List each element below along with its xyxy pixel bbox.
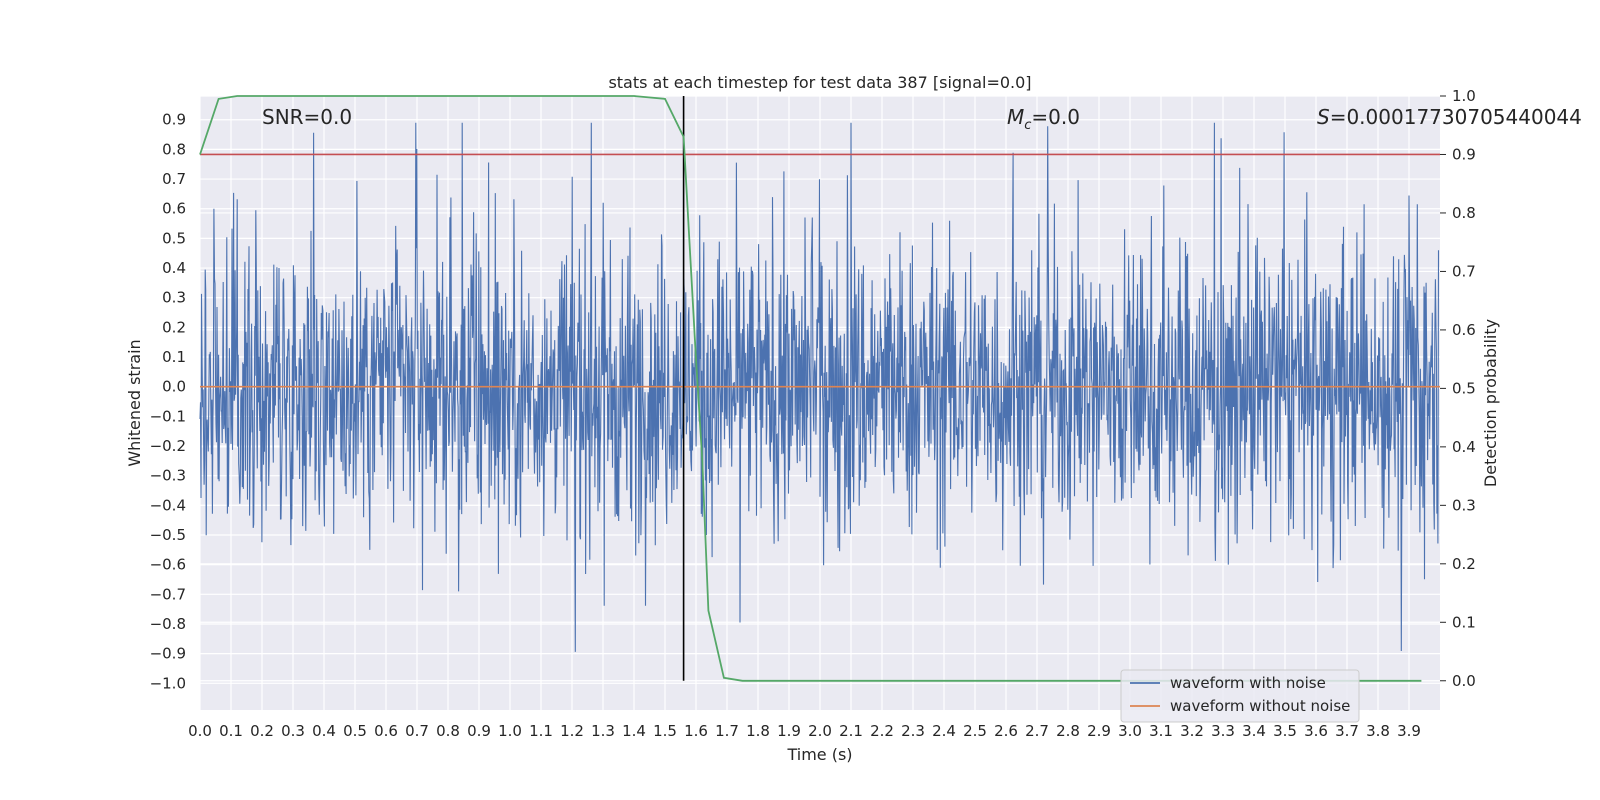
x-tick-label: 0.9 (467, 722, 491, 740)
y-tick-label-right: 0.7 (1452, 262, 1476, 280)
x-tick-label: 1.5 (653, 722, 677, 740)
y-tick-label-right: 0.9 (1452, 145, 1476, 163)
series-waveform-with-noise (199, 122, 1440, 652)
y-tick-label-right: 0.8 (1452, 204, 1476, 222)
x-tick-label: 3.6 (1304, 722, 1328, 740)
y-tick-labels-right: 1.0 0.9 0.8 0.7 0.6 0.5 0.4 0.3 0.2 0.1 0.0 (1440, 87, 1476, 690)
y-tick-label-left: −0.6 (150, 556, 186, 574)
x-tick-label: 0.8 (436, 722, 460, 740)
y-tick-label-left: 0.2 (162, 318, 186, 336)
y-tick-label-left: −0.3 (150, 467, 186, 485)
x-tick-label: 2.6 (994, 722, 1018, 740)
x-tick-label: 0.0 (188, 722, 212, 740)
mc-value: =0.0 (1031, 105, 1080, 129)
x-tick-label: 1.9 (777, 722, 801, 740)
x-tick-label: 1.1 (529, 722, 553, 740)
x-tick-label: 2.9 (1087, 722, 1111, 740)
y-tick-label-left: 0.0 (162, 378, 186, 396)
y-tick-label-left: 0.3 (162, 289, 186, 307)
y-tick-label-left: −0.9 (150, 645, 186, 663)
mc-subscript: c (1024, 118, 1031, 133)
x-tick-label: 3.2 (1180, 722, 1204, 740)
y-tick-label-right: 1.0 (1452, 87, 1476, 105)
x-tick-label: 3.8 (1366, 722, 1390, 740)
s-annotation: S=0.00017730705440044 (1317, 105, 1582, 129)
noise-waveform-path (199, 122, 1440, 652)
y-tick-label-right: 0.4 (1452, 438, 1476, 456)
x-tick-label: 3.5 (1273, 722, 1297, 740)
mc-annotation: Mc=0.0 (1007, 105, 1080, 133)
y-tick-label-left: 0.6 (162, 200, 186, 218)
y-tick-label-left: −0.5 (150, 526, 186, 544)
y-axis-label-right: Detection probability (1481, 319, 1500, 487)
x-tick-label: 1.2 (560, 722, 584, 740)
x-tick-label: 0.4 (312, 722, 336, 740)
x-tick-label: 2.3 (901, 722, 925, 740)
series-detection-probability (199, 95, 1422, 682)
y-tick-label-left: −0.1 (150, 407, 186, 425)
x-tick-label: 0.3 (281, 722, 305, 740)
x-tick-label: 2.1 (839, 722, 863, 740)
y-tick-label-right: 0.3 (1452, 496, 1476, 514)
y-tick-label-left: −0.2 (150, 437, 186, 455)
x-tick-label: 0.1 (219, 722, 243, 740)
x-tick-label: 3.3 (1211, 722, 1235, 740)
y-tick-label-right: 0.0 (1452, 672, 1476, 690)
y-tick-label-left: −0.4 (150, 496, 186, 514)
x-tick-label: 1.6 (684, 722, 708, 740)
y-tick-label-left: 0.8 (162, 140, 186, 158)
x-tick-label: 0.5 (343, 722, 367, 740)
y-tick-label-left: 0.9 (162, 111, 186, 129)
x-tick-label: 1.0 (498, 722, 522, 740)
x-tick-label: 2.7 (1025, 722, 1049, 740)
y-tick-label-left: 0.4 (162, 259, 186, 277)
x-tick-label: 2.8 (1056, 722, 1080, 740)
x-tick-label: 0.7 (405, 722, 429, 740)
x-tick-label: 1.4 (622, 722, 646, 740)
x-tick-label: 2.0 (808, 722, 832, 740)
x-tick-label: 3.4 (1242, 722, 1266, 740)
legend: waveform with noise waveform without noi… (1120, 669, 1360, 723)
y-tick-label-right: 0.2 (1452, 555, 1476, 573)
x-tick-label: 3.0 (1118, 722, 1142, 740)
y-tick-label-left: −1.0 (150, 674, 186, 692)
x-axis-label: Time (s) (786, 745, 852, 764)
x-tick-labels: 0.0 0.1 0.2 0.3 0.4 0.5 0.6 0.7 0.8 0.9 1.0 1.1 1.2 1… (188, 722, 1421, 740)
probability-path (199, 95, 1422, 682)
s-value: =0.00017730705440044 (1330, 105, 1582, 129)
s-symbol: S (1317, 105, 1330, 129)
y-axis-label-left: Whitened strain (125, 339, 144, 466)
x-tick-label: 1.8 (746, 722, 770, 740)
legend-label-clean: waveform without noise (1170, 697, 1350, 715)
x-tick-label: 3.9 (1397, 722, 1421, 740)
y-tick-label-right: 0.5 (1452, 379, 1476, 397)
x-tick-label: 1.3 (591, 722, 615, 740)
x-tick-label: 3.1 (1149, 722, 1173, 740)
y-tick-label-left: 0.1 (162, 348, 186, 366)
y-tick-label-right: 0.6 (1452, 321, 1476, 339)
x-tick-label: 2.2 (870, 722, 894, 740)
y-tick-label-left: −0.7 (150, 585, 186, 603)
mc-symbol: M (1007, 105, 1024, 129)
x-tick-label: 2.4 (932, 722, 956, 740)
x-tick-label: 2.5 (963, 722, 987, 740)
x-tick-label: 3.7 (1335, 722, 1359, 740)
y-tick-label-left: −0.8 (150, 615, 186, 633)
legend-box (1120, 669, 1360, 723)
x-tick-label: 0.6 (374, 722, 398, 740)
y-tick-labels-left: 0.9 0.8 0.7 0.6 0.5 0.4 0.3 0.2 0.1 0.0 −0.1 −0.2 −0… (150, 111, 186, 693)
x-tick-label: 1.7 (715, 722, 739, 740)
snr-annotation: SNR=0.0 (262, 105, 352, 129)
y-tick-label-left: 0.7 (162, 170, 186, 188)
y-tick-label-right: 0.1 (1452, 613, 1476, 631)
chart-title: stats at each timestep for test data 387… (608, 73, 1031, 92)
x-tick-label: 0.2 (250, 722, 274, 740)
legend-label-noise: waveform with noise (1170, 674, 1326, 692)
y-tick-label-left: 0.5 (162, 229, 186, 247)
